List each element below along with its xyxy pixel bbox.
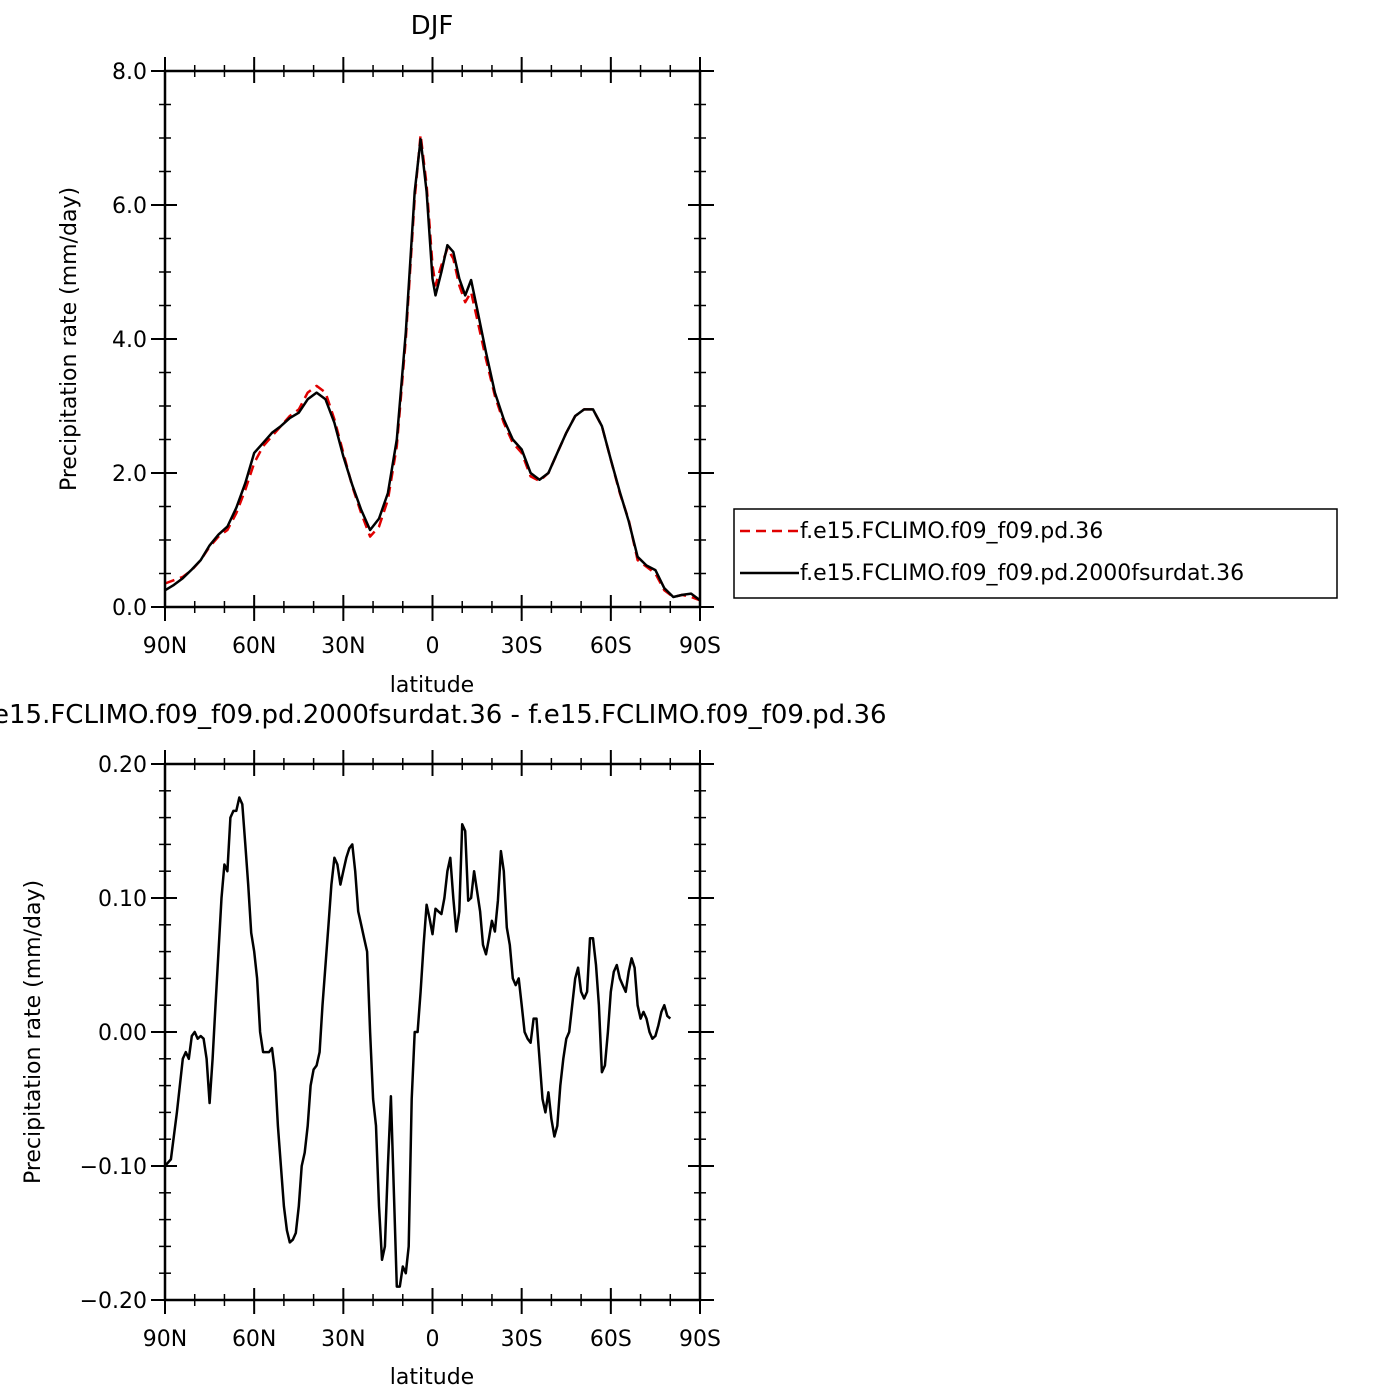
lower-series-line-1 xyxy=(164,796,672,1288)
upper-x-tick-label: 30N xyxy=(321,634,365,659)
upper-x-tick-label: 30S xyxy=(501,634,543,659)
upper-y-tick-label: 2.0 xyxy=(112,462,147,487)
lower-y-tick-label: 0.00 xyxy=(98,1021,147,1046)
legend-label-series-2: f.e15.FCLIMO.f09_f09.pd.2000fsurdat.36 xyxy=(800,561,1244,586)
lower-y-tick-label: 0.20 xyxy=(98,753,147,778)
upper-y-tick-label: 6.0 xyxy=(112,194,147,219)
lower-x-tick-label: 90S xyxy=(679,1327,721,1352)
upper-y-tick-label: 8.0 xyxy=(112,60,147,85)
upper-x-tick-label: 60S xyxy=(590,634,632,659)
upper-series-line-2 xyxy=(164,138,701,602)
upper-x-tick-label: 60N xyxy=(232,634,276,659)
legend-label-series-1: f.e15.FCLIMO.f09_f09.pd.36 xyxy=(800,519,1103,544)
lower-x-tick-label: 0 xyxy=(426,1327,440,1352)
lower-x-tick-label: 60N xyxy=(232,1327,276,1352)
upper-chart: DJF 0.0 2.0 4.0 6.0 8.0 90N 60N 30N 0 30S 60S 90S l… xyxy=(57,11,1338,698)
lower-x-axis-label: latitude xyxy=(390,1365,474,1390)
upper-series-line-1 xyxy=(164,133,701,602)
lower-x-tick-label: 30S xyxy=(501,1327,543,1352)
upper-chart-title: DJF xyxy=(411,11,454,41)
upper-plot-frame xyxy=(163,69,702,609)
upper-y-axis-label: Precipitation rate (mm/day) xyxy=(57,187,82,491)
upper-x-tick-label: 90S xyxy=(679,634,721,659)
upper-x-tick-label: 90N xyxy=(143,634,187,659)
lower-y-axis-label: Precipitation rate (mm/day) xyxy=(21,880,46,1184)
lower-chart: f.e15.FCLIMO.f09_f09.pd.2000fsurdat.36 -… xyxy=(0,700,887,1390)
lower-x-tick-label: 30N xyxy=(321,1327,365,1352)
lower-x-tick-label: 60S xyxy=(590,1327,632,1352)
legend: f.e15.FCLIMO.f09_f09.pd.36 f.e15.FCLIMO.… xyxy=(733,508,1338,599)
lower-y-tick-label: −0.20 xyxy=(80,1289,147,1314)
lower-chart-title: f.e15.FCLIMO.f09_f09.pd.2000fsurdat.36 -… xyxy=(0,700,887,730)
upper-x-tick-label: 0 xyxy=(426,634,440,659)
legend-box xyxy=(733,508,1338,599)
lower-y-tick-label: −0.10 xyxy=(80,1155,147,1180)
upper-y-tick-label: 0.0 xyxy=(112,596,147,621)
lower-x-tick-label: 90N xyxy=(143,1327,187,1352)
upper-x-axis-label: latitude xyxy=(390,673,474,698)
upper-y-tick-label: 4.0 xyxy=(112,328,147,353)
lower-y-tick-label: 0.10 xyxy=(98,887,147,912)
